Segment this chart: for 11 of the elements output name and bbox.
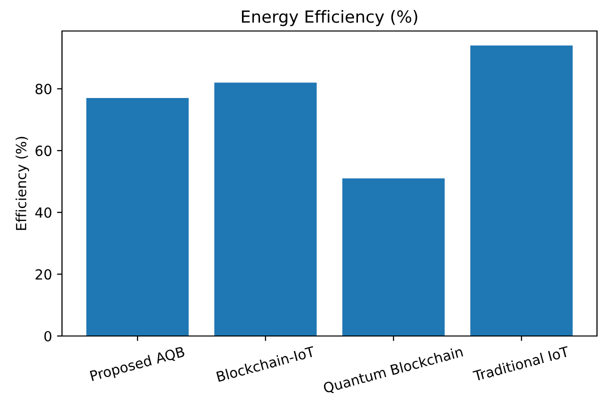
bar: [342, 178, 445, 336]
y-tick-label: 0: [44, 330, 52, 342]
y-tick-label: 40: [35, 207, 52, 218]
bar: [214, 82, 317, 336]
bar: [86, 98, 189, 336]
y-tick-label: 80: [36, 84, 52, 94]
y-axis-title: Efficiency (%): [16, 136, 30, 230]
y-tick-label: 20: [36, 269, 52, 280]
chart-title: Energy Efficiency (%): [242, 10, 418, 26]
y-tick-label: 60: [36, 146, 52, 156]
bar: [470, 46, 573, 336]
